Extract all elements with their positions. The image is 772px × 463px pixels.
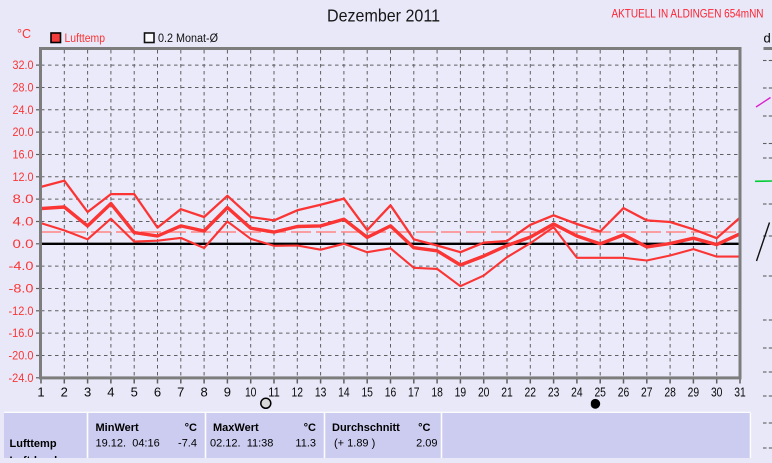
svg-text:12: 12 [292,385,304,400]
svg-text:6: 6 [154,385,161,400]
svg-text:24: 24 [571,385,583,400]
svg-text:24.0: 24.0 [13,105,34,117]
svg-text:11.3: 11.3 [295,438,316,450]
svg-text:3: 3 [84,385,91,400]
svg-text:20: 20 [478,385,490,400]
svg-text:25: 25 [594,385,606,400]
svg-text:19: 19 [455,385,467,400]
svg-text:20.0: 20.0 [13,127,34,139]
svg-text:10: 10 [245,385,257,400]
svg-text:Lufttemp: Lufttemp [65,33,106,45]
svg-text:17: 17 [408,385,420,400]
svg-text:4.0: 4.0 [13,217,34,229]
svg-text:2.09: 2.09 [416,438,437,450]
svg-text:-20.0: -20.0 [9,351,34,363]
svg-text:14: 14 [338,385,350,400]
svg-text:2: 2 [61,385,68,400]
svg-text:15: 15 [361,385,373,400]
svg-text:-7.4: -7.4 [178,438,197,450]
svg-text:(+ 1.89 ): (+ 1.89 ) [334,438,375,450]
svg-text:28: 28 [664,385,676,400]
svg-text:4: 4 [107,385,114,400]
svg-text:28.0: 28.0 [13,83,34,95]
svg-text:0.0: 0.0 [13,239,34,251]
svg-text:9: 9 [224,385,231,400]
svg-text:5: 5 [131,385,138,400]
svg-text:16: 16 [385,385,397,400]
svg-text:AKTUELL IN ALDINGEN 654mNN: AKTUELL IN ALDINGEN 654mNN [612,9,764,21]
svg-text:30: 30 [711,385,723,400]
svg-text:7: 7 [177,385,184,400]
svg-text:°C: °C [304,422,316,434]
svg-text:29: 29 [688,385,700,400]
svg-text:°C: °C [418,422,430,434]
svg-text:8: 8 [200,385,207,400]
svg-text:-12.0: -12.0 [9,306,34,318]
svg-text:11: 11 [268,385,280,400]
svg-text:-8.0: -8.0 [9,284,34,296]
svg-text:8.0: 8.0 [13,194,34,206]
svg-text:0.2 Monat-Ø: 0.2 Monat-Ø [158,33,218,45]
svg-text:21: 21 [501,385,513,400]
svg-text:12.0: 12.0 [13,172,34,184]
svg-text:-16.0: -16.0 [9,328,34,340]
svg-text:°C: °C [185,422,197,434]
svg-text:Dezember 2011: Dezember 2011 [327,6,440,26]
svg-text:23: 23 [548,385,560,400]
svg-text:°C: °C [17,27,31,41]
svg-text:MinWert: MinWert [96,422,140,434]
svg-text:d: d [764,31,771,46]
svg-text:16.0: 16.0 [13,150,34,162]
svg-text:-4.0: -4.0 [9,261,34,273]
svg-text:13: 13 [315,385,327,400]
svg-text:1: 1 [37,385,44,400]
svg-text:22: 22 [525,385,537,400]
svg-text:19.12. 04:16: 19.12. 04:16 [96,438,160,450]
svg-text:02.12. 11:38: 02.12. 11:38 [210,438,273,450]
svg-text:18: 18 [431,385,443,400]
svg-text:27: 27 [641,385,653,400]
svg-text:31: 31 [734,385,746,400]
svg-text:MaxWert: MaxWert [213,422,259,434]
svg-text:-24.0: -24.0 [9,373,34,385]
svg-text:Lufttemp: Lufttemp [10,438,57,450]
svg-text:Durchschnitt: Durchschnitt [332,422,400,434]
svg-text:32.0: 32.0 [13,60,34,72]
svg-text:26: 26 [618,385,630,400]
